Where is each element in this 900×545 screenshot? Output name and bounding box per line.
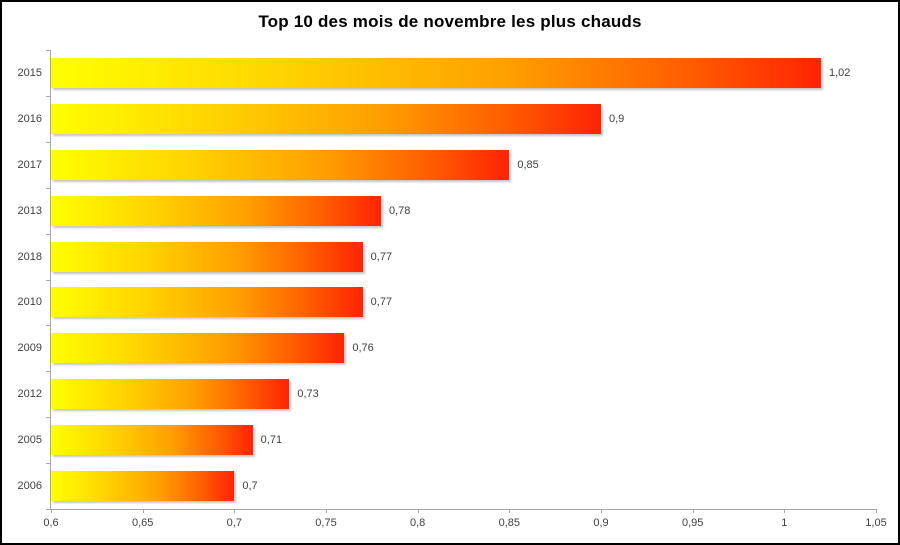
bar-row: 0,77 [51,280,876,326]
y-axis-tick [46,95,51,97]
bar-row: 0,73 [51,371,876,417]
y-axis-tick [46,509,51,510]
x-axis-tick [692,509,694,513]
x-axis-tick-label: 0,7 [226,517,242,529]
y-axis-tick [46,279,51,281]
y-axis-tick [46,50,51,51]
x-axis-tick-label: 0,8 [410,517,426,529]
bar-value-label: 0,76 [352,342,374,355]
bar [51,241,363,272]
bar-row: 0,71 [51,417,876,463]
bar-row: 0,7 [51,463,876,509]
y-axis-label: 2005 [17,434,42,447]
y-axis-tick [46,417,51,419]
bar-value-label: 0,73 [297,388,319,401]
y-axis-labels: 2015 2016 2017 2013 2018 2010 2009 2012 2005 2006 [2,50,42,509]
x-axis-tick [325,509,327,513]
bar-row: 0,9 [51,96,876,142]
bar [51,103,601,134]
y-axis-tick [46,325,51,327]
bar-value-label: 0,77 [370,296,393,309]
bar-value-label: 0,78 [389,204,411,217]
y-axis-label: 2013 [17,204,42,217]
bar-value-label: 0,85 [517,158,539,171]
y-axis-tick [46,371,51,373]
y-axis-label: 2016 [17,112,42,125]
y-axis-label: 2009 [17,342,42,355]
x-axis-tick [784,509,786,513]
x-axis-tick-label: 1 [781,517,788,529]
x-axis-tick [600,509,602,513]
bar [51,471,235,502]
bar [51,425,253,456]
y-axis-label: 2015 [17,66,42,79]
bar-value-label: 0,9 [608,112,625,125]
plot-area: 1,02 0,9 0,85 0,78 0,77 0,77 0,76 0,73 0,71 0,7 0… [43,50,887,529]
x-axis-tick [509,509,511,513]
bar [51,287,363,318]
x-axis-tick-label: 1,05 [865,517,887,529]
x-axis-tick [51,509,52,513]
bar [51,333,345,364]
x-axis-tick [234,509,236,513]
x-axis-tick-label: 0,85 [498,517,521,529]
bar-row: 0,77 [51,234,876,280]
chart-title: Top 10 des mois de novembre les plus cha… [258,12,642,31]
y-axis-label: 2017 [17,158,42,171]
y-axis-label: 2006 [17,480,42,493]
bar-value-label: 0,77 [370,250,393,263]
x-axis-tick-label: 0,65 [131,517,154,529]
y-axis-tick [46,187,51,189]
x-axis-tick [417,509,419,513]
bar [51,57,821,88]
y-axis-tick [46,463,51,465]
x-axis-tick-label: 0,6 [43,517,59,529]
x-axis-tick-label: 0,75 [315,517,337,529]
y-axis-label: 2010 [17,296,42,309]
y-axis-label: 2018 [17,250,42,263]
bar [51,195,381,226]
bar [51,379,290,410]
y-axis-tick [46,233,51,235]
x-axis-tick [876,509,877,513]
bar-row: 1,02 [51,50,876,96]
x-axis-tick-label: 0,9 [593,517,609,529]
bar [51,149,510,180]
x-axis-tick-label: 0,95 [681,517,704,529]
y-axis-tick [46,141,51,143]
bars-container: 1,02 0,9 0,85 0,78 0,77 0,77 0,76 0,73 0,71 0,7 [51,50,876,509]
bar-value-label: 0,7 [242,480,258,493]
y-axis-label: 2012 [17,388,42,401]
bar-row: 0,85 [51,142,876,188]
x-axis-tick [142,509,144,513]
bar-row: 0,76 [51,325,876,371]
bar-value-label: 1,02 [829,66,851,79]
bar-value-label: 0,71 [260,434,283,447]
bar-row: 0,78 [51,188,876,234]
